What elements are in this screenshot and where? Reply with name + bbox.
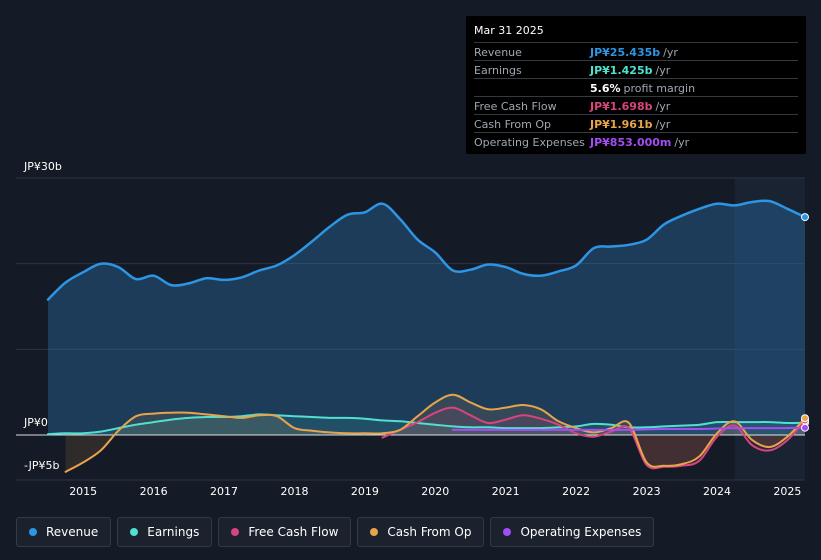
y-label-bottom: -JP¥5b bbox=[24, 459, 60, 472]
legend: Revenue Earnings Free Cash Flow Cash Fro… bbox=[16, 517, 655, 547]
end-marker-revenue bbox=[801, 213, 809, 222]
x-tick-2022: 2022 bbox=[562, 485, 591, 498]
tooltip-row-opex: Operating Expenses JP¥853.000m /yr bbox=[474, 133, 798, 150]
line-operating-expenses bbox=[451, 426, 806, 431]
tooltip-label: Free Cash Flow bbox=[474, 99, 557, 113]
tooltip-unit: /yr bbox=[674, 135, 690, 149]
y-label-zero: JP¥0 bbox=[24, 416, 48, 429]
tooltip-unit: /yr bbox=[655, 117, 671, 131]
tooltip-row-revenue: Revenue JP¥25.435b /yr bbox=[474, 43, 798, 61]
tooltip-value: 5.6% bbox=[590, 81, 621, 95]
line-free-cash-flow bbox=[381, 406, 806, 470]
tooltip-value: JP¥1.425b bbox=[590, 63, 653, 77]
tooltip-row-fcf: Free Cash Flow JP¥1.698b /yr bbox=[474, 97, 798, 115]
legend-free-cash-flow[interactable]: Free Cash Flow bbox=[218, 517, 352, 547]
legend-dot-icon bbox=[503, 528, 512, 536]
tooltip-row-earnings: Earnings JP¥1.425b /yr bbox=[474, 61, 798, 79]
tooltip-value: JP¥1.698b bbox=[590, 99, 653, 113]
x-tick-2024: 2024 bbox=[703, 485, 731, 498]
x-tick-2018: 2018 bbox=[280, 485, 309, 498]
legend-label: Revenue bbox=[46, 525, 99, 539]
tooltip-label: Revenue bbox=[474, 45, 522, 59]
legend-cash-from-op[interactable]: Cash From Op bbox=[357, 517, 485, 547]
x-tick-2020: 2020 bbox=[421, 485, 450, 498]
tooltip-unit: /yr bbox=[663, 45, 678, 59]
x-tick-2023: 2023 bbox=[632, 485, 661, 498]
tooltip-label: Cash From Op bbox=[474, 117, 552, 131]
tooltip-unit: profit margin bbox=[623, 81, 696, 95]
legend-dot-icon bbox=[231, 528, 240, 536]
x-tick-2019: 2019 bbox=[350, 485, 379, 498]
y-label-top: JP¥30b bbox=[24, 160, 62, 173]
highlight-region bbox=[734, 178, 805, 480]
legend-operating-expenses[interactable]: Operating Expenses bbox=[490, 517, 655, 547]
area-cash-from-op bbox=[65, 394, 806, 472]
legend-label: Free Cash Flow bbox=[248, 525, 339, 539]
x-tick-2016: 2016 bbox=[139, 485, 168, 498]
legend-earnings[interactable]: Earnings bbox=[117, 517, 213, 547]
tooltip-value: JP¥853.000m bbox=[590, 135, 672, 149]
x-tick-2015: 2015 bbox=[69, 485, 98, 498]
tooltip-label: Earnings bbox=[474, 63, 522, 77]
tooltip-unit: /yr bbox=[655, 63, 671, 77]
tooltip-value: JP¥1.961b bbox=[590, 117, 653, 131]
legend-label: Earnings bbox=[147, 525, 200, 539]
tooltip-row-cfo: Cash From Op JP¥1.961b /yr bbox=[474, 115, 798, 133]
line-earnings bbox=[47, 413, 806, 436]
area-free-cash-flow bbox=[382, 407, 805, 469]
tooltip-label: Operating Expenses bbox=[474, 135, 585, 149]
x-tick-2021: 2021 bbox=[491, 485, 520, 498]
line-revenue bbox=[46, 199, 807, 301]
legend-label: Operating Expenses bbox=[520, 525, 642, 539]
legend-dot-icon bbox=[130, 528, 139, 536]
x-tick-2017: 2017 bbox=[210, 485, 238, 498]
legend-revenue[interactable]: Revenue bbox=[16, 517, 112, 547]
legend-label: Cash From Op bbox=[387, 525, 472, 539]
tooltip-unit: /yr bbox=[655, 99, 671, 113]
end-marker-cash-from-op bbox=[801, 414, 809, 423]
tooltip-date: Mar 31 2025 bbox=[474, 24, 798, 43]
legend-dot-icon bbox=[29, 528, 37, 536]
tooltip-value: JP¥25.435b bbox=[590, 45, 661, 59]
area-revenue bbox=[48, 200, 805, 435]
x-tick-2025: 2025 bbox=[773, 485, 802, 498]
tooltip: Mar 31 2025 Revenue JP¥25.435b /yr Earni… bbox=[466, 16, 806, 154]
legend-dot-icon bbox=[370, 528, 379, 536]
line-cash-from-op bbox=[64, 393, 806, 473]
tooltip-row-margin: 5.6% profit margin bbox=[474, 79, 798, 97]
end-marker-operating-expenses bbox=[801, 423, 809, 432]
